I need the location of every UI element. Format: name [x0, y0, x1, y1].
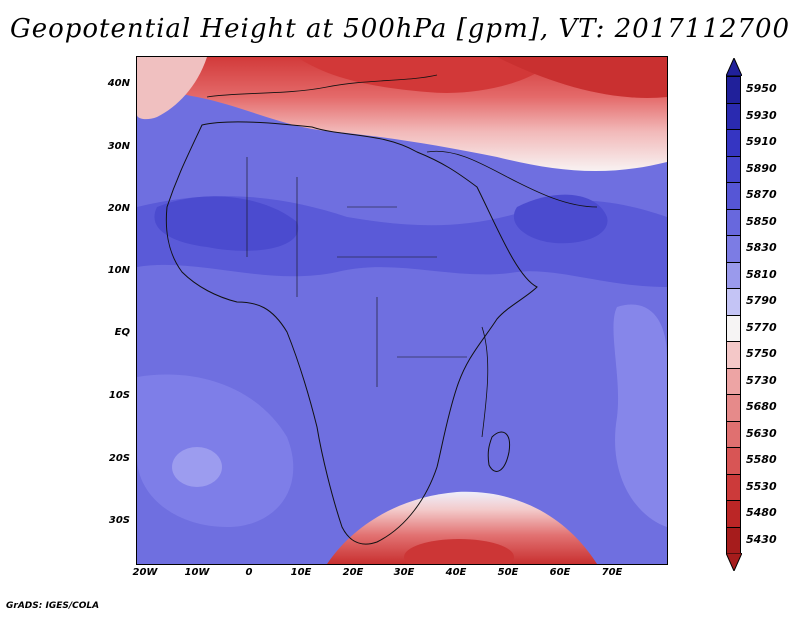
- colorbar-segment: [726, 288, 741, 316]
- colorbar-label: 5850: [746, 214, 777, 228]
- colorbar-label: 5830: [746, 241, 777, 254]
- colorbar-label: 5530: [746, 479, 777, 493]
- lon-label: 30E: [393, 567, 415, 578]
- lat-label: 20S: [108, 453, 130, 464]
- map-panel: [136, 56, 668, 565]
- colorbar-label: 5770: [746, 320, 777, 334]
- lon-label: 70E: [601, 567, 623, 578]
- colorbar-label: 5680: [746, 400, 777, 413]
- lat-label: 30N: [107, 141, 130, 152]
- lon-label: 10E: [290, 567, 312, 578]
- colorbar-label: 5870: [746, 188, 777, 201]
- colorbar-label: 5810: [746, 267, 777, 281]
- lon-label: 40E: [445, 567, 467, 578]
- southern-low: [404, 539, 514, 564]
- indian-ocean-light: [613, 304, 667, 527]
- colorbar-label: 5730: [746, 373, 777, 387]
- colorbar-label: 5480: [746, 506, 777, 519]
- colorbar-label: 5580: [746, 453, 777, 466]
- colorbar-segment: [726, 500, 741, 528]
- lat-label: 30S: [108, 515, 130, 526]
- lon-label: 10W: [184, 567, 210, 578]
- colorbar-segment: [726, 155, 741, 183]
- colorbar-segment: [726, 102, 741, 130]
- colorbar-segment: [726, 341, 741, 369]
- mediterranean-low: [297, 57, 557, 93]
- lat-label: 10N: [107, 265, 130, 276]
- lat-label: 20N: [107, 203, 130, 214]
- northern-warm-region: [137, 57, 667, 172]
- colorbar-label: 5430: [746, 532, 777, 546]
- europe-coastline: [206, 74, 438, 98]
- colorbar-segment: [726, 394, 741, 422]
- colorbar-segment: [726, 182, 741, 210]
- lon-label: 20E: [342, 567, 364, 578]
- colorbar-label: 5950: [746, 82, 777, 95]
- colorbar-label: 5630: [746, 426, 777, 440]
- colorbar-segment: [726, 261, 741, 289]
- colorbar-segment: [726, 129, 741, 157]
- africa-coastline: [165, 121, 538, 545]
- colorbar-segment: [726, 473, 741, 501]
- colorbar-segment: [726, 367, 741, 395]
- lon-label: 0: [245, 567, 253, 578]
- lon-label: 50E: [497, 567, 519, 578]
- geopotential-field: [137, 57, 667, 564]
- colorbar-segment: [726, 314, 741, 342]
- colorbar-bottom-arrow: [726, 553, 742, 571]
- country-borders: [246, 157, 467, 387]
- colorbar-segment: [726, 526, 741, 554]
- madagascar-coastline: [487, 431, 511, 472]
- south-atlantic-light: [137, 374, 294, 527]
- colorbar: 5950 5930 5910 5890 5870 5850 5830 5810 5790 5770…: [726, 58, 786, 571]
- lon-label: 20W: [132, 567, 158, 578]
- colorbar-label: 5750: [746, 347, 777, 360]
- colorbar-label: 5890: [746, 161, 777, 175]
- lat-label: EQ: [114, 327, 130, 338]
- colorbar-label: 5910: [746, 135, 777, 148]
- colorbar-top-arrow: [726, 58, 742, 76]
- colorbar-label: 5930: [746, 108, 777, 122]
- colorbar-segment: [726, 208, 741, 236]
- colorbar-label: 5790: [746, 294, 777, 307]
- grads-credit: GrADS: IGES/COLA: [6, 601, 100, 611]
- colorbar-segment: [726, 76, 741, 104]
- south-atlantic-high: [172, 447, 222, 487]
- colorbar-segment: [726, 447, 741, 475]
- southern-warm-region: [327, 491, 597, 564]
- lon-label: 60E: [549, 567, 571, 578]
- colorbar-segment: [726, 420, 741, 448]
- sahara-dark: [154, 196, 299, 251]
- arabia-coastline: [426, 150, 598, 208]
- northwest-light: [137, 57, 207, 120]
- caspian-low: [497, 57, 667, 98]
- colorbar-segment: [726, 235, 741, 263]
- lat-label: 10S: [108, 390, 130, 401]
- map-title: Geopotential Height at 500hPa [gpm], VT:…: [9, 14, 791, 44]
- arabia-dark: [513, 194, 608, 244]
- east-africa-border: [481, 326, 489, 438]
- lat-label: 40N: [107, 78, 130, 89]
